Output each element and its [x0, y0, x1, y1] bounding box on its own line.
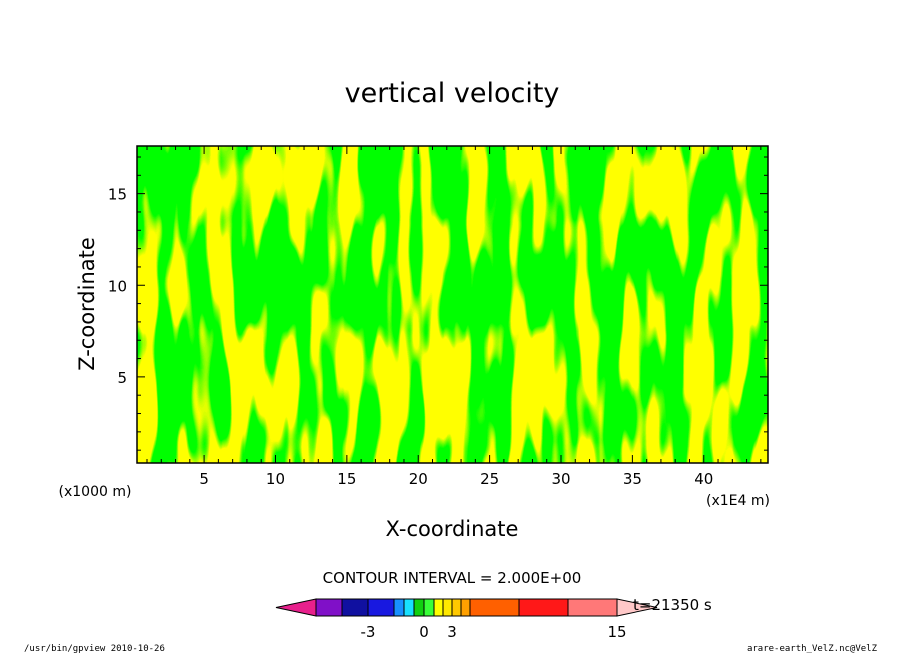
colorbar-swatch [460, 598, 471, 617]
x-tick-label: 40 [694, 470, 713, 488]
time-label: t=21350 s [633, 596, 712, 614]
positive-field [137, 146, 768, 463]
colorbar-swatch [413, 598, 425, 617]
colorbar-tick-label: 3 [447, 623, 457, 641]
plot-area [137, 146, 768, 463]
plot-frame [136, 145, 769, 464]
x-tick-label: 35 [623, 470, 642, 488]
colorbar-swatch [518, 598, 569, 617]
y-tick-label: 15 [108, 186, 127, 204]
colorbar-tick-label: -3 [361, 623, 376, 641]
contour-interval-label: CONTOUR INTERVAL = 2.000E+00 [323, 569, 582, 587]
y-tick-label: 5 [117, 369, 127, 387]
colorbar-swatch [315, 598, 343, 617]
colorbar [275, 598, 658, 617]
colorbar-arrow-low [275, 598, 317, 617]
colorbar-swatch [341, 598, 369, 617]
colorbar-swatch [367, 598, 395, 617]
x-tick-label: 10 [266, 470, 285, 488]
x-tick-label: 25 [480, 470, 499, 488]
colorbar-tick-label: 15 [607, 623, 626, 641]
x-unit-label: (x1E4 m) [706, 493, 770, 509]
y-tick-label: 10 [108, 277, 127, 295]
colorbar-arrow-high [616, 598, 658, 617]
x-tick-label: 30 [551, 470, 570, 488]
colorbar-swatch [469, 598, 520, 617]
y-unit-label: (x1000 m) [59, 484, 132, 500]
colorbar-swatch [567, 598, 618, 617]
colorbar-labels: -3 0 3 15 [361, 623, 627, 641]
colorbar-swatch [423, 598, 435, 617]
colorbar-swatch [403, 598, 415, 617]
y-axis-label: Z-coordinate [75, 237, 99, 371]
footer-left: /usr/bin/gpview 2010-10-26 [24, 644, 165, 654]
x-axis-label: X-coordinate [386, 517, 519, 541]
colorbar-tick-label: 0 [419, 623, 429, 641]
colorbar-swatch [433, 598, 444, 617]
footer-right: arare-earth_VelZ.nc@VelZ [747, 644, 878, 654]
y-axis: 5 10 15 [108, 156, 768, 451]
x-tick-label: 5 [199, 470, 209, 488]
x-tick-label: 15 [337, 470, 356, 488]
colorbar-swatch [442, 598, 453, 617]
chart-title: vertical velocity [345, 78, 560, 109]
x-tick-label: 20 [409, 470, 428, 488]
colorbar-swatch [393, 598, 405, 617]
x-axis: 5 10 15 20 25 30 35 40 [146, 146, 762, 488]
colorbar-swatch [451, 598, 462, 617]
